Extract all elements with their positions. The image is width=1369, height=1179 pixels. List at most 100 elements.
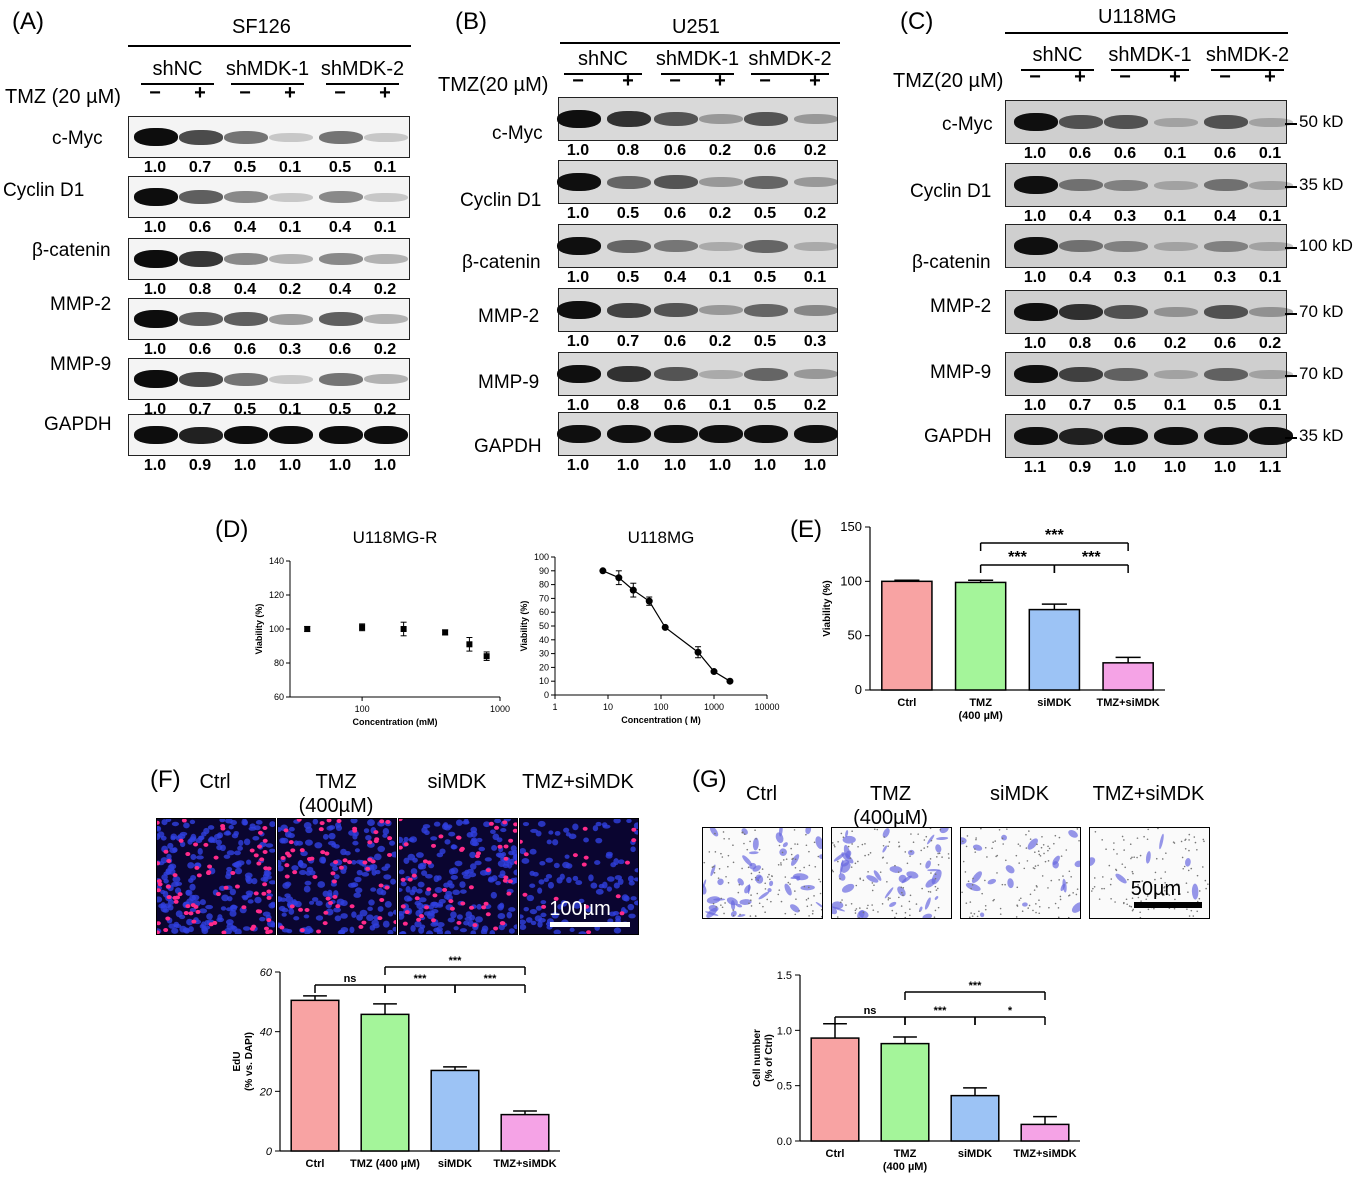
pore xyxy=(832,870,835,873)
x-axis-label: Concentration ( M) xyxy=(621,715,701,725)
nucleus xyxy=(377,845,386,853)
edu-positive-nucleus xyxy=(177,892,183,897)
nucleus xyxy=(500,828,507,833)
pore xyxy=(1207,883,1209,885)
y-axis-label: Cell number xyxy=(752,1029,763,1087)
nucleus xyxy=(160,902,167,909)
nucleus xyxy=(295,840,304,846)
pore xyxy=(785,858,788,860)
pore xyxy=(723,912,725,915)
pore xyxy=(1016,886,1019,889)
nucleus xyxy=(566,876,572,884)
edu-positive-nucleus xyxy=(469,905,475,910)
y-tick-label: 70 xyxy=(539,593,549,603)
nucleus xyxy=(268,880,275,885)
pore xyxy=(1036,843,1038,846)
nucleus xyxy=(157,896,163,903)
pore xyxy=(1075,893,1078,896)
edu-positive-nucleus xyxy=(241,905,247,910)
band-intensity: 1.0 xyxy=(373,457,397,474)
protein-band xyxy=(699,241,743,251)
nucleus xyxy=(376,887,384,895)
band-intensity: 1.0 xyxy=(143,159,167,176)
nucleus xyxy=(304,880,312,886)
pore xyxy=(754,829,756,832)
pore xyxy=(915,903,918,905)
significance-label: ns xyxy=(344,973,357,985)
pore xyxy=(929,858,932,860)
pore xyxy=(840,832,843,835)
condition-label: Ctrl xyxy=(199,771,231,793)
nucleus xyxy=(471,837,478,843)
pore xyxy=(976,915,979,918)
nucleus xyxy=(535,905,542,911)
nucleus xyxy=(399,869,405,875)
pore xyxy=(750,905,753,907)
pore xyxy=(799,869,801,872)
nucleus xyxy=(606,876,615,882)
edu-positive-nucleus xyxy=(296,819,302,822)
pore xyxy=(1192,915,1195,917)
y-tick-label: 50 xyxy=(848,628,862,643)
pore xyxy=(975,838,977,841)
nucleus xyxy=(633,822,638,829)
stained-cell xyxy=(713,898,726,901)
pore xyxy=(1155,895,1157,897)
band-intensity: 0.5 xyxy=(753,269,777,286)
condition-label: TMZ (400µM) xyxy=(853,783,928,829)
stained-cell xyxy=(1145,851,1151,864)
pore xyxy=(790,853,793,856)
nucleus xyxy=(590,882,598,889)
nucleus xyxy=(173,923,182,929)
pore xyxy=(1068,870,1071,873)
pore xyxy=(720,897,722,900)
pore xyxy=(1115,868,1117,871)
band-intensity: 0.1 xyxy=(1163,208,1187,225)
nucleus xyxy=(489,929,496,934)
nucleus xyxy=(540,900,547,905)
nucleus xyxy=(506,911,513,919)
pore xyxy=(703,861,706,864)
pore xyxy=(1038,899,1040,901)
nucleus xyxy=(237,845,243,851)
nucleus xyxy=(433,821,441,827)
band-intensity: 0.1 xyxy=(373,159,397,176)
edu-positive-nucleus xyxy=(338,865,344,870)
data-point xyxy=(442,629,449,636)
pore xyxy=(781,851,784,854)
y-tick-label: 50 xyxy=(539,621,549,631)
nucleus xyxy=(225,919,234,925)
pore xyxy=(897,871,900,873)
pore xyxy=(722,831,725,833)
condition-label: Ctrl xyxy=(745,783,778,805)
stained-cell xyxy=(1090,857,1096,867)
nucleus xyxy=(242,926,251,931)
pore xyxy=(974,848,976,850)
protein-band xyxy=(224,253,268,265)
edu-positive-nucleus xyxy=(172,895,178,900)
pore xyxy=(1121,863,1124,865)
nucleus xyxy=(545,873,553,879)
nucleus xyxy=(206,913,213,920)
nucleus xyxy=(444,839,451,845)
nucleus xyxy=(410,868,418,875)
significance-label: *** xyxy=(1008,549,1027,566)
edu-positive-nucleus xyxy=(299,848,305,853)
nucleus xyxy=(430,836,438,841)
pore xyxy=(991,847,993,850)
nucleus xyxy=(221,894,229,902)
nucleus xyxy=(461,871,469,876)
nucleus xyxy=(263,876,269,883)
nucleus xyxy=(575,880,583,886)
nucleus xyxy=(160,835,167,841)
edu-positive-nucleus xyxy=(431,918,437,923)
nucleus xyxy=(509,858,515,866)
nucleus xyxy=(278,865,284,872)
protein-band xyxy=(1204,240,1248,252)
nucleus xyxy=(448,831,456,837)
pore xyxy=(1173,907,1176,910)
band-intensity: 1.0 xyxy=(566,397,590,414)
nucleus xyxy=(216,917,225,923)
pore xyxy=(1147,828,1150,831)
